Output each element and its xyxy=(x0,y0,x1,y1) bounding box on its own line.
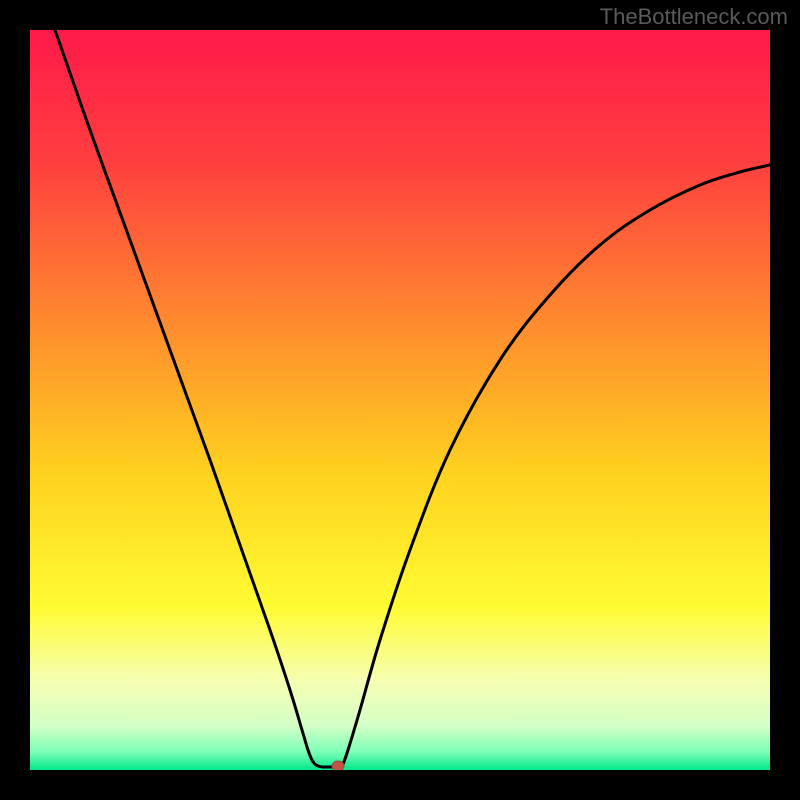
chart-area xyxy=(30,30,770,770)
optimal-point-marker xyxy=(332,761,344,770)
gradient-background xyxy=(30,30,770,770)
watermark-text: TheBottleneck.com xyxy=(600,4,788,30)
